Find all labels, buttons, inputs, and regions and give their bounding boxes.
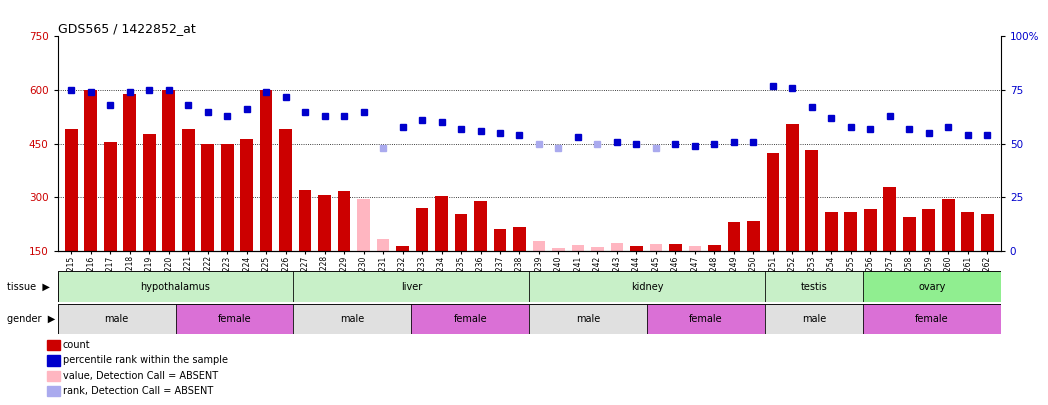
- Bar: [883, 187, 896, 251]
- Text: female: female: [690, 314, 723, 324]
- Bar: [175, 304, 293, 334]
- Bar: [357, 199, 370, 251]
- Bar: [571, 245, 585, 251]
- Text: count: count: [63, 340, 90, 350]
- Text: GDS565 / 1422852_at: GDS565 / 1422852_at: [58, 22, 195, 35]
- Bar: [124, 94, 136, 251]
- Text: rank, Detection Call = ABSENT: rank, Detection Call = ABSENT: [63, 386, 213, 396]
- Bar: [552, 248, 565, 251]
- Bar: [494, 229, 506, 251]
- Bar: [864, 209, 876, 251]
- Bar: [182, 130, 195, 251]
- Bar: [650, 244, 662, 251]
- Bar: [455, 213, 467, 251]
- Bar: [845, 213, 857, 251]
- Bar: [591, 247, 604, 251]
- Bar: [961, 213, 974, 251]
- Bar: [299, 190, 311, 251]
- Bar: [529, 304, 647, 334]
- Bar: [922, 209, 935, 251]
- Text: female: female: [454, 314, 487, 324]
- Text: hypothalamus: hypothalamus: [140, 281, 211, 292]
- Text: male: male: [802, 314, 826, 324]
- Bar: [611, 243, 624, 251]
- Bar: [942, 199, 955, 251]
- Text: male: male: [576, 314, 601, 324]
- Bar: [201, 144, 214, 251]
- Text: liver: liver: [400, 281, 422, 292]
- Bar: [143, 134, 155, 251]
- Bar: [416, 208, 429, 251]
- Bar: [747, 221, 760, 251]
- Bar: [708, 245, 721, 251]
- Text: kidney: kidney: [631, 281, 663, 292]
- Bar: [221, 145, 234, 251]
- Bar: [58, 304, 175, 334]
- Bar: [65, 130, 78, 251]
- Bar: [514, 227, 526, 251]
- Bar: [240, 139, 253, 251]
- Bar: [727, 222, 740, 251]
- Bar: [280, 130, 292, 251]
- Bar: [474, 201, 487, 251]
- Text: value, Detection Call = ABSENT: value, Detection Call = ABSENT: [63, 371, 218, 381]
- Bar: [411, 304, 529, 334]
- Bar: [376, 239, 390, 251]
- Bar: [766, 153, 779, 251]
- Bar: [260, 90, 272, 251]
- Bar: [396, 246, 409, 251]
- Bar: [529, 271, 765, 302]
- Bar: [981, 213, 994, 251]
- Bar: [162, 90, 175, 251]
- Text: ovary: ovary: [918, 281, 945, 292]
- Bar: [864, 271, 1001, 302]
- Bar: [319, 194, 331, 251]
- Text: female: female: [218, 314, 252, 324]
- Text: female: female: [915, 314, 948, 324]
- Bar: [293, 304, 411, 334]
- Bar: [337, 191, 350, 251]
- Bar: [435, 196, 447, 251]
- Text: male: male: [341, 314, 365, 324]
- Bar: [669, 244, 682, 251]
- Bar: [806, 150, 818, 251]
- Bar: [903, 217, 916, 251]
- Bar: [689, 246, 701, 251]
- Bar: [647, 304, 765, 334]
- Bar: [765, 304, 864, 334]
- Bar: [104, 142, 116, 251]
- Bar: [85, 90, 97, 251]
- Bar: [532, 241, 545, 251]
- Bar: [630, 247, 642, 251]
- Bar: [864, 304, 1001, 334]
- Bar: [825, 213, 837, 251]
- Text: testis: testis: [801, 281, 828, 292]
- Text: tissue  ▶: tissue ▶: [7, 281, 50, 292]
- Bar: [58, 271, 293, 302]
- Text: percentile rank within the sample: percentile rank within the sample: [63, 356, 227, 365]
- Bar: [765, 271, 864, 302]
- Bar: [786, 124, 799, 251]
- Text: gender  ▶: gender ▶: [7, 314, 56, 324]
- Text: male: male: [105, 314, 129, 324]
- Bar: [293, 271, 529, 302]
